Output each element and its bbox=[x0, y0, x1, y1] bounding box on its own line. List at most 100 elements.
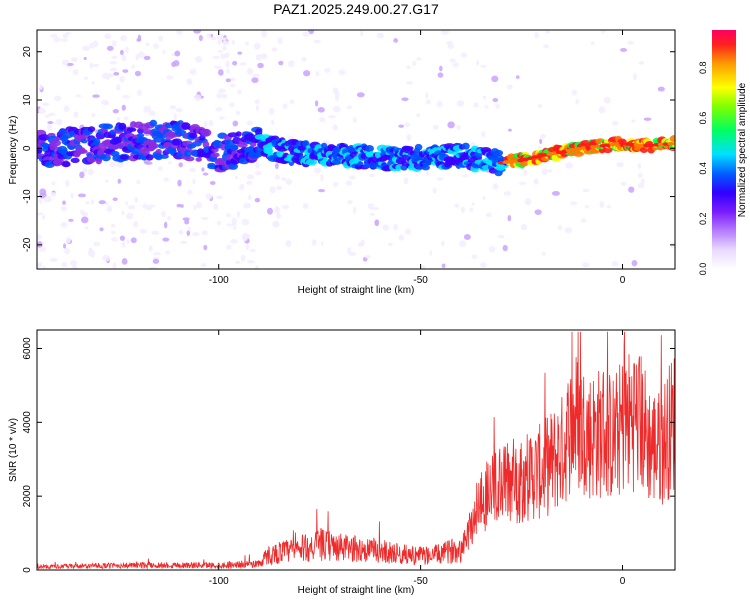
spectrogram-noise-cell bbox=[137, 51, 146, 59]
spectrogram-noise-cell bbox=[189, 68, 197, 75]
spectrogram-noise-cell bbox=[112, 108, 119, 114]
spectrogram-noise-cell bbox=[631, 259, 638, 267]
spectrogram-noise-cell bbox=[269, 186, 276, 194]
spectrogram-noise-cell bbox=[584, 204, 589, 209]
spectrogram-ridge-cell bbox=[145, 154, 154, 161]
spectrogram-noise-cell bbox=[462, 174, 469, 178]
spectrogram-noise-cell bbox=[459, 240, 467, 248]
spectrogram-noise-cell bbox=[518, 181, 527, 185]
spectrogram-noise-cell bbox=[225, 60, 230, 68]
spectrogram-noise-cell bbox=[432, 124, 439, 130]
spectrogram-noise-cell bbox=[189, 167, 196, 173]
spectrogram-y-tick-label: 0 bbox=[22, 145, 33, 151]
spectrogram-noise-cell bbox=[638, 61, 645, 65]
spectrogram-noise-cell bbox=[425, 171, 430, 176]
spectrogram-noise-cell bbox=[612, 121, 619, 126]
spectrogram-noise-cell bbox=[485, 212, 492, 218]
snr-y-tick-label: 4000 bbox=[22, 411, 33, 434]
spectrogram-noise-cell bbox=[456, 100, 465, 107]
spectrogram-noise-cell bbox=[218, 88, 226, 94]
spectrogram-noise-cell bbox=[233, 226, 237, 231]
spectrogram-ridge-cell bbox=[249, 142, 257, 147]
spectrogram-noise-cell bbox=[261, 30, 267, 38]
spectrogram-noise-cell bbox=[546, 169, 553, 173]
spectrogram-ridge-cell bbox=[107, 143, 119, 150]
spectrogram-noise-cell bbox=[98, 200, 106, 205]
spectrogram-noise-cell bbox=[516, 75, 520, 79]
spectrogram-noise-cell bbox=[112, 262, 117, 269]
spectrogram-ridge-cell bbox=[395, 164, 402, 172]
spectrogram-noise-cell bbox=[83, 56, 87, 61]
spectrogram-noise-cell bbox=[37, 212, 44, 216]
spectrogram-noise-cell bbox=[158, 35, 164, 42]
spectrogram-noise-cell bbox=[101, 99, 109, 105]
spectrogram-noise-cell bbox=[236, 211, 241, 218]
spectrogram-noise-cell bbox=[49, 257, 58, 262]
spectrogram-noise-cell bbox=[432, 187, 437, 194]
spectrogram-noise-cell bbox=[492, 183, 499, 190]
spectrogram-noise-cell bbox=[469, 207, 474, 212]
spectrogram-noise-cell bbox=[318, 117, 326, 123]
spectrogram-noise-cell bbox=[71, 58, 78, 63]
spectrogram-noise-cell bbox=[506, 84, 513, 90]
spectrogram-noise-cell bbox=[208, 119, 214, 127]
spectrogram-noise-cell bbox=[80, 216, 89, 224]
spectrogram-noise-cell bbox=[125, 46, 129, 54]
colorbar-ticks: 0.0 0.2 0.4 0.6 0.8 bbox=[698, 61, 708, 275]
spectrogram-noise-cell bbox=[202, 172, 209, 176]
spectrogram-noise-cell bbox=[302, 31, 311, 37]
spectrogram-noise-cell bbox=[119, 49, 124, 56]
spectrogram-noise-cell bbox=[70, 192, 74, 199]
spectrogram-noise-cell bbox=[242, 234, 248, 242]
spectrogram-noise-cell bbox=[87, 168, 94, 176]
spectrogram-noise-cell bbox=[267, 207, 273, 215]
spectrogram-noise-cell bbox=[121, 258, 128, 265]
spectrogram-noise-cell bbox=[77, 193, 86, 198]
spectrogram-noise-cell bbox=[148, 110, 156, 117]
spectrogram-noise-cell bbox=[333, 105, 341, 113]
spectrogram-noise-cell bbox=[481, 131, 486, 138]
spectrogram-noise-cell bbox=[81, 211, 89, 217]
spectrogram-noise-cell bbox=[220, 53, 226, 60]
spectrogram-noise-cell bbox=[230, 83, 236, 88]
snr-frame bbox=[36, 329, 676, 571]
spectrogram-noise-cell bbox=[247, 194, 252, 200]
spectrogram-noise-cell bbox=[62, 200, 66, 205]
spectrogram-noise-cell bbox=[255, 161, 260, 169]
spectrogram-noise-cell bbox=[441, 240, 445, 247]
spectrogram-noise-cell bbox=[367, 203, 374, 210]
spectrogram-ridge-cell bbox=[154, 153, 163, 161]
spectrogram-noise-cell bbox=[313, 167, 322, 174]
spectrogram-noise-cell bbox=[275, 185, 283, 191]
spectrogram-noise-cell bbox=[570, 201, 578, 206]
spectrogram-x-tick-label: 0 bbox=[620, 275, 626, 286]
spectrogram-ridge-cell bbox=[200, 128, 212, 137]
spectrogram-ridge-cell bbox=[70, 157, 80, 163]
spectrogram-noise-cell bbox=[352, 117, 357, 123]
spectrogram-noise-cell bbox=[257, 62, 264, 69]
spectrogram-noise-cell bbox=[50, 192, 57, 197]
spectrogram-noise-cell bbox=[234, 175, 239, 180]
spectrogram-noise-cell bbox=[216, 195, 223, 200]
spectrogram-frame bbox=[36, 29, 676, 270]
spectrogram-noise-cell bbox=[447, 43, 454, 50]
spectrogram-noise-cell bbox=[620, 181, 627, 186]
spectrogram-noise-cell bbox=[38, 107, 46, 115]
spectrogram-noise-cell bbox=[175, 107, 183, 113]
spectrogram-noise-cell bbox=[215, 107, 223, 112]
spectrogram-noise-cell bbox=[196, 201, 202, 209]
spectrogram-noise-cell bbox=[91, 80, 95, 85]
spectrogram-noise-cell bbox=[534, 209, 542, 215]
colorbar-tick-label: 0.8 bbox=[698, 61, 708, 74]
spectrogram-noise-cell bbox=[541, 251, 546, 256]
spectrogram-noise-cell bbox=[364, 255, 371, 259]
spectrogram-noise-cell bbox=[206, 33, 212, 39]
spectrogram-noise-cell bbox=[121, 104, 126, 111]
spectrogram-noise-cell bbox=[224, 52, 230, 58]
snr-y-tick-label: 0 bbox=[22, 567, 33, 573]
spectrogram-noise-cell bbox=[252, 73, 260, 78]
spectrogram-noise-cell bbox=[320, 241, 324, 246]
spectrogram-noise-cell bbox=[537, 145, 542, 149]
spectrogram-noise-cell bbox=[479, 262, 487, 268]
spectrogram-ridge-cell bbox=[184, 156, 195, 162]
